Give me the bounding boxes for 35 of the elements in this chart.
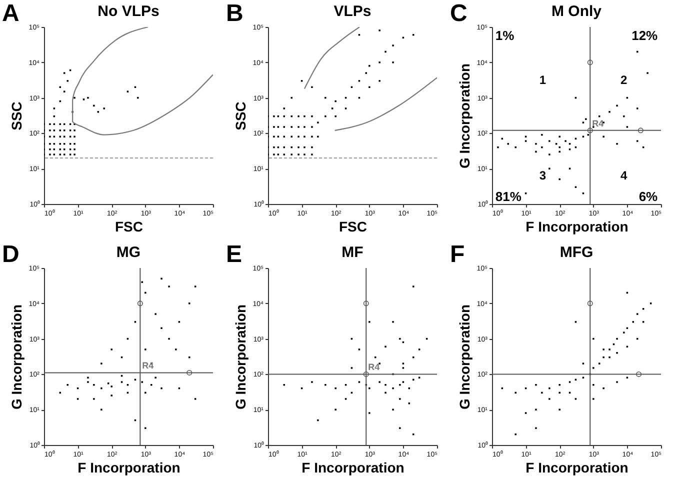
x-axis-title: FSC <box>115 218 143 234</box>
annotation: 2 <box>620 73 628 88</box>
annotation: 12% <box>632 28 658 43</box>
text: C <box>450 0 468 28</box>
y-axis-title: G Incorporation <box>232 304 249 410</box>
text: E <box>226 241 242 269</box>
annotation: 6% <box>638 188 658 204</box>
x-axis-title: F Incorporation <box>78 460 180 476</box>
annotation: R4 <box>142 360 154 371</box>
text: D <box>2 241 20 269</box>
chart-title: MFG <box>560 244 594 261</box>
text: B <box>226 0 244 28</box>
chart-title: VLPs <box>334 3 372 20</box>
text: F <box>450 241 465 269</box>
annotation: R4 <box>368 362 380 372</box>
chart-title: No VLPs <box>98 3 160 20</box>
x-axis-title: FSC <box>339 218 367 234</box>
annotation: 4 <box>620 168 628 183</box>
chart-title: MF <box>342 244 364 261</box>
y-axis-title: G Incorporation <box>456 64 473 168</box>
y-axis-title: SSC <box>8 102 25 130</box>
annotation: 81% <box>495 188 522 204</box>
y-axis-title: G Incorporation <box>456 304 473 410</box>
annotation: 1 <box>539 73 546 88</box>
y-axis-title: G Incorporation <box>8 304 25 410</box>
x-axis-title: F Incorporation <box>526 460 628 476</box>
annotation: 3 <box>539 168 546 183</box>
x-axis-title: F Incorporation <box>302 460 404 476</box>
chart-title: MG <box>116 244 141 261</box>
annotation: R4 <box>592 118 604 128</box>
text: A <box>2 0 20 28</box>
y-axis-title: SSC <box>232 102 249 130</box>
chart-title: M Only <box>551 3 602 20</box>
annotation: 1% <box>495 28 515 43</box>
x-axis-title: F Incorporation <box>526 218 628 234</box>
